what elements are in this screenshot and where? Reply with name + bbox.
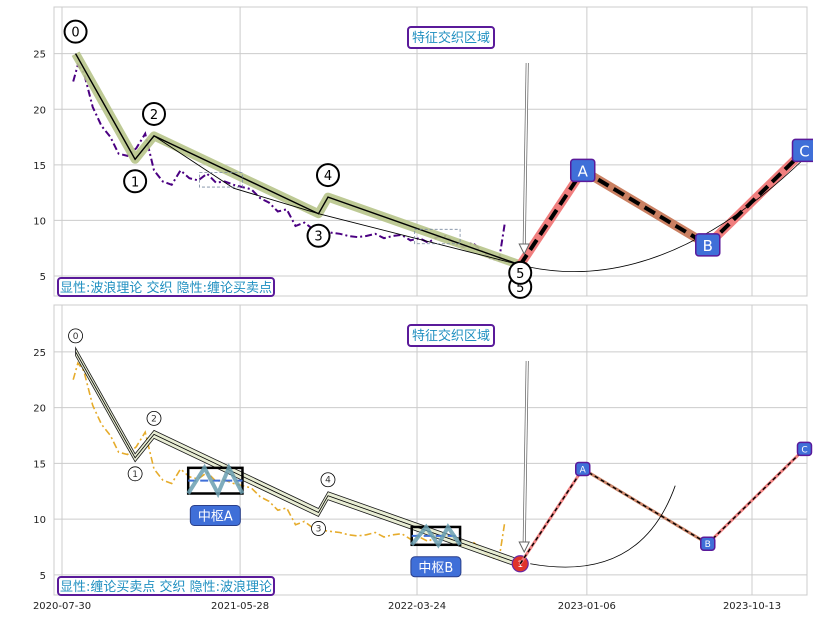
wave-number-label: 4 — [324, 169, 332, 184]
projection-leg-dash — [707, 448, 805, 545]
annotation-text: 特征交织区域 — [412, 328, 490, 344]
annotation-box — [407, 26, 495, 49]
wave-number-label: 3 — [314, 230, 322, 245]
y-tick-label: 15 — [33, 161, 46, 172]
wave-number-label: 4 — [325, 476, 331, 486]
wave-number-circle — [306, 223, 331, 248]
wave-number-circle — [315, 163, 340, 188]
wave-number-circle — [123, 169, 148, 194]
wave-number-label: 0 — [71, 26, 79, 41]
y-tick-label: 5 — [40, 272, 46, 283]
y-tick-label: 20 — [33, 105, 46, 116]
x-axis: 2020-07-30 2021-05-28 2022-03-24 2023-01-06… — [33, 601, 781, 612]
annotation-box — [407, 324, 495, 347]
projection-point-box — [569, 158, 596, 183]
y-tick-label: 25 — [33, 348, 46, 359]
projection-point-label: A — [578, 162, 589, 180]
projection-point-box — [791, 138, 813, 163]
annotation-text: 特征交织区域 — [412, 30, 490, 46]
y-tick-label: 5 — [40, 571, 46, 582]
x-tick-label: 2020-07-30 — [33, 601, 91, 612]
projection-leg-dash — [706, 148, 806, 247]
projection-arc — [530, 485, 676, 568]
hub-label-box — [410, 556, 462, 578]
wave-number-label: 1 — [132, 470, 138, 480]
wave-number-label: 2 — [150, 108, 158, 123]
y-tick-label: 20 — [33, 404, 46, 415]
legend-box — [57, 576, 275, 596]
chan-stroke-line — [75, 53, 521, 266]
projection-point-box — [700, 536, 716, 551]
wave-number-circle — [320, 472, 336, 488]
projection-point-label: C — [801, 445, 807, 455]
projection-point-box — [574, 461, 591, 477]
bottom-panel: 510152025中枢A中枢B101234ABC特征交织区域显性:缠论买卖点 交… — [33, 304, 813, 596]
x-tick-label: 2023-01-06 — [558, 601, 616, 612]
y-tick-label: 10 — [33, 515, 46, 526]
x-tick-label: 2022-03-24 — [388, 601, 446, 612]
wave-number-circle — [142, 101, 166, 126]
y-tick-label: 15 — [33, 459, 46, 470]
plot-area — [53, 304, 808, 596]
y-tick-label: 10 — [33, 216, 46, 227]
wave-number-label: 2 — [151, 414, 157, 424]
legend-text: 显性:波浪理论 交织 隐性:缠论买卖点 — [60, 280, 272, 296]
projection-leg-dash — [519, 468, 584, 565]
x-tick-label: 2021-05-28 — [211, 601, 269, 612]
annotation-arrow-shaft-inner — [523, 360, 528, 543]
wave-number-circle — [508, 260, 533, 285]
wave-number-label: 3 — [316, 524, 322, 534]
wave-number-circle — [63, 19, 88, 44]
legend-text: 显性:缠论买卖点 交织 隐性:波浪理论 — [60, 579, 272, 595]
wave-number-label: 1 — [131, 175, 139, 190]
projection-point-label: C — [799, 142, 809, 160]
projection-arc — [528, 158, 805, 273]
projection-point-box — [796, 441, 813, 457]
y-tick-label: 25 — [33, 50, 46, 61]
hub-label: 中枢A — [198, 510, 233, 525]
legend-box — [57, 277, 275, 297]
wave-number-label: 5 — [516, 281, 524, 296]
projection-leg-dash — [518, 169, 585, 266]
hub-label: 中枢B — [418, 561, 453, 576]
wave-number-circle — [146, 410, 162, 426]
x-tick-label: 2023-10-13 — [723, 601, 781, 612]
hub-hint-rect — [199, 172, 243, 188]
projection-point-box — [695, 233, 721, 257]
annotation-arrow-head — [518, 541, 531, 554]
hub-zigzag — [186, 463, 245, 499]
wave-number-label: 5 — [516, 267, 524, 282]
wave-number-circle — [127, 466, 143, 482]
wave-number-circle — [68, 328, 83, 344]
annotation-arrow-shaft-inner — [523, 62, 528, 245]
hub-zigzag — [410, 523, 462, 549]
projection-point-label: A — [580, 465, 587, 475]
plot-area — [53, 6, 808, 297]
projection-point-label: B — [705, 540, 711, 550]
hub-label-box — [189, 505, 241, 526]
projection-leg-dash — [582, 468, 709, 545]
hub-hint-rect — [414, 228, 461, 245]
wave-line — [75, 351, 521, 565]
wave-number-label: 0 — [73, 332, 79, 342]
annotation-arrow-head — [518, 243, 531, 256]
wave-number-circle — [311, 521, 326, 536]
projection-point-label: B — [703, 237, 713, 255]
projection-leg-dash — [581, 168, 709, 247]
